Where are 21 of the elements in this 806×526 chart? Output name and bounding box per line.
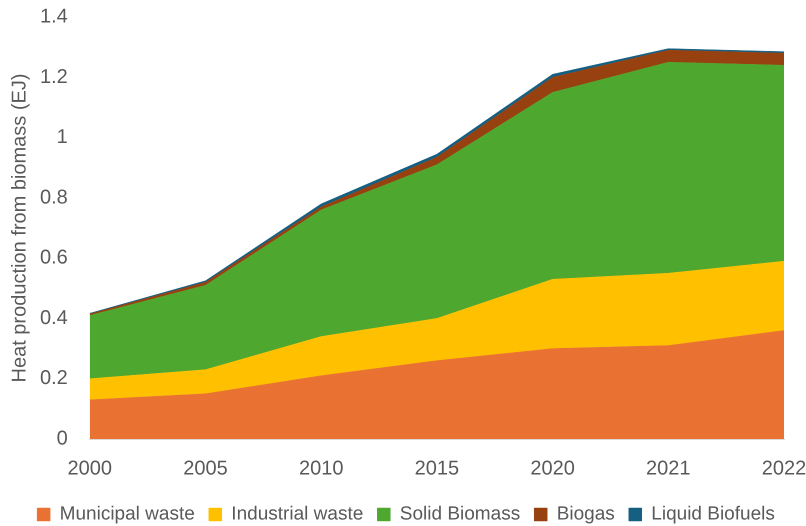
x-tick-label: 2010 — [298, 458, 344, 480]
y-tick-label: 0.8 — [40, 186, 68, 208]
legend-label: Industrial waste — [231, 504, 364, 525]
y-tick-label: 1.4 — [40, 6, 68, 28]
y-tick-label: 1.2 — [40, 66, 68, 88]
y-tick-label: 0.4 — [40, 306, 68, 329]
x-tick-label: 2020 — [530, 458, 575, 480]
x-tick-label: 2005 — [183, 458, 228, 480]
legend-label: Solid Biomass — [400, 504, 520, 525]
y-axis-title: Heat production from biomass (EJ) — [8, 73, 31, 383]
x-tick-label: 2000 — [68, 458, 112, 480]
legend-label: Municipal waste — [60, 504, 195, 525]
y-tick-label: 0.6 — [40, 246, 68, 269]
legend-label: Biogas — [556, 504, 615, 525]
legend-label: Liquid Biofuels — [651, 504, 775, 525]
x-tick-label: 2015 — [414, 458, 460, 480]
x-tick-label: 2022 — [762, 458, 806, 480]
x-tick-label: 2021 — [646, 458, 691, 480]
y-tick-label: 0 — [56, 428, 68, 450]
y-tick-label: 0.2 — [40, 367, 68, 390]
y-tick-label: 1 — [56, 126, 68, 148]
